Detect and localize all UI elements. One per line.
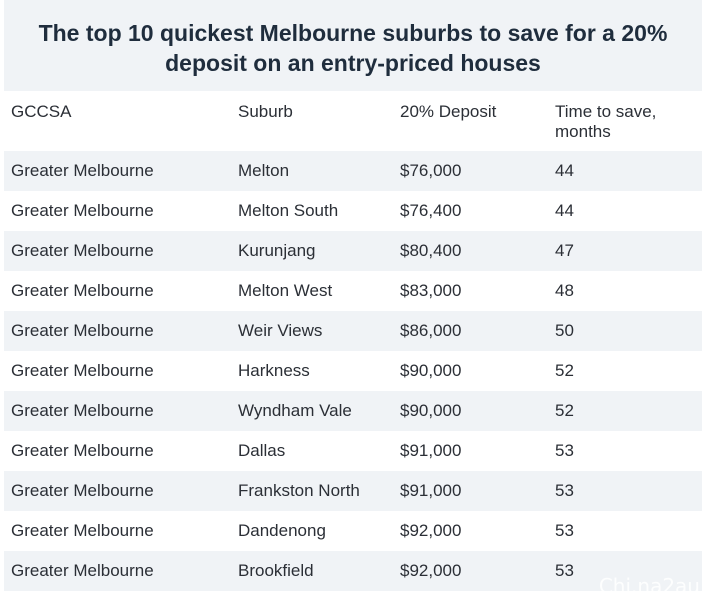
- table-row: Greater Melbourne Melton South $76,400 44: [4, 191, 702, 231]
- cell-suburb: Melton South: [238, 201, 339, 220]
- watermark: Chi.na2au: [598, 574, 700, 598]
- cell-suburb: Dandenong: [238, 521, 326, 540]
- cell-suburb: Weir Views: [238, 321, 323, 340]
- cell-deposit: $92,000: [400, 521, 462, 540]
- cell-time-to-save: 53: [555, 481, 574, 500]
- column-header-time-to-save: Time to save, months: [555, 102, 657, 141]
- cell-gccsa: Greater Melbourne: [11, 521, 154, 540]
- cell-time-to-save: 53: [555, 561, 574, 580]
- column-header-gccsa: GCCSA: [11, 102, 72, 121]
- table-row: Greater Melbourne Dandenong $92,000 53: [4, 511, 702, 551]
- cell-deposit: $91,000: [400, 481, 462, 500]
- cell-time-to-save: 52: [555, 401, 574, 420]
- cell-deposit: $90,000: [400, 361, 462, 380]
- table-row: Greater Melbourne Wyndham Vale $90,000 52: [4, 391, 702, 431]
- cell-time-to-save: 44: [555, 201, 574, 220]
- cell-suburb: Melton West: [238, 281, 333, 300]
- cell-deposit: $76,000: [400, 161, 462, 180]
- cell-suburb: Brookfield: [238, 561, 314, 580]
- cell-time-to-save: 48: [555, 281, 574, 300]
- cell-gccsa: Greater Melbourne: [11, 241, 154, 260]
- cell-time-to-save: 53: [555, 441, 574, 460]
- cell-suburb: Harkness: [238, 361, 310, 380]
- cell-gccsa: Greater Melbourne: [11, 441, 154, 460]
- cell-gccsa: Greater Melbourne: [11, 481, 154, 500]
- cell-gccsa: Greater Melbourne: [11, 201, 154, 220]
- table-row: Greater Melbourne Frankston North $91,000 5…: [4, 471, 702, 511]
- cell-deposit: $83,000: [400, 281, 462, 300]
- cell-gccsa: Greater Melbourne: [11, 161, 154, 180]
- table-row: Greater Melbourne Brookfield $92,000 53: [4, 551, 702, 591]
- cell-suburb: Dallas: [238, 441, 286, 460]
- cell-suburb: Wyndham Vale: [238, 401, 352, 420]
- cell-suburb: Kurunjang: [238, 241, 316, 260]
- table-title: The top 10 quickest Melbourne suburbs to…: [4, 0, 702, 91]
- cell-suburb: Melton: [238, 161, 290, 180]
- table-row: Greater Melbourne Melton $76,000 44: [4, 151, 702, 191]
- cell-gccsa: Greater Melbourne: [11, 561, 154, 580]
- cell-time-to-save: 44: [555, 161, 574, 180]
- cell-deposit: $80,400: [400, 241, 462, 260]
- cell-deposit: $90,000: [400, 401, 462, 420]
- cell-time-to-save: 50: [555, 321, 574, 340]
- cell-gccsa: Greater Melbourne: [11, 401, 154, 420]
- cell-gccsa: Greater Melbourne: [11, 321, 154, 340]
- column-header-suburb: Suburb: [238, 102, 293, 121]
- cell-suburb: Frankston North: [238, 481, 360, 500]
- table-row: Greater Melbourne Melton West $83,000 48: [4, 271, 702, 311]
- table-container: The top 10 quickest Melbourne suburbs to…: [4, 0, 702, 591]
- cell-time-to-save: 47: [555, 241, 574, 260]
- column-header-deposit: 20% Deposit: [400, 102, 497, 121]
- cell-time-to-save: 52: [555, 361, 574, 380]
- table-row: Greater Melbourne Harkness $90,000 52: [4, 351, 702, 391]
- cell-deposit: $76,400: [400, 201, 462, 220]
- data-table: GCCSA Suburb 20% Deposit Time to save, m…: [4, 91, 702, 591]
- table-row: Greater Melbourne Weir Views $86,000 50: [4, 311, 702, 351]
- cell-gccsa: Greater Melbourne: [11, 361, 154, 380]
- cell-time-to-save: 53: [555, 521, 574, 540]
- cell-deposit: $91,000: [400, 441, 462, 460]
- table-row: Greater Melbourne Dallas $91,000 53: [4, 431, 702, 471]
- cell-deposit: $92,000: [400, 561, 462, 580]
- header-row: GCCSA Suburb 20% Deposit Time to save, m…: [4, 91, 702, 151]
- cell-deposit: $86,000: [400, 321, 462, 340]
- table-row: Greater Melbourne Kurunjang $80,400 47: [4, 231, 702, 271]
- cell-gccsa: Greater Melbourne: [11, 281, 154, 300]
